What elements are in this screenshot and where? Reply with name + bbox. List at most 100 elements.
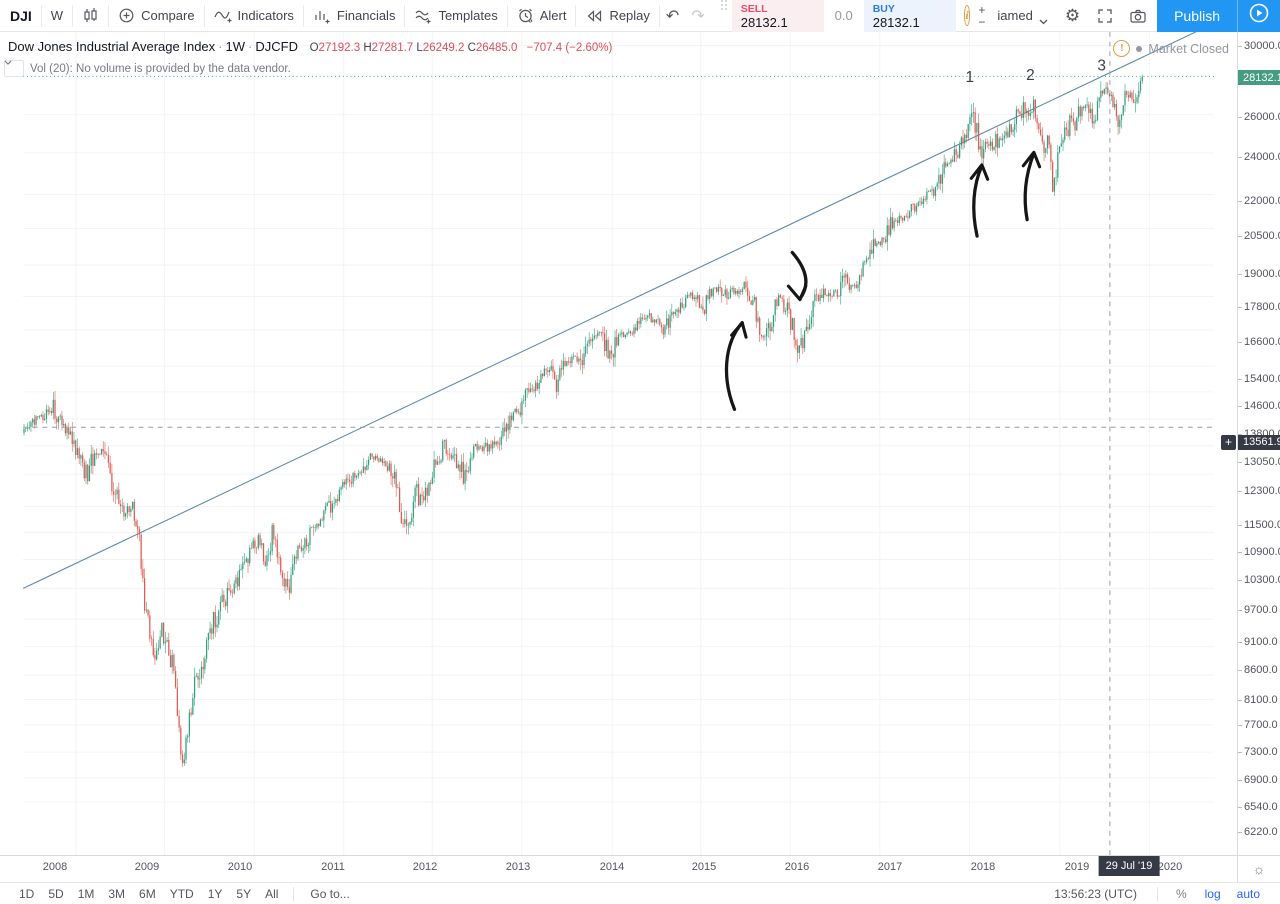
separator — [404, 4, 406, 27]
price-tick-label: 10300.0 — [1238, 574, 1280, 586]
publish-group: Publish — [1157, 0, 1280, 32]
range-button-All[interactable]: All — [265, 886, 279, 901]
separator — [575, 4, 577, 27]
undo-button[interactable]: ↶ — [665, 7, 680, 25]
publish-button[interactable]: Publish — [1174, 7, 1220, 24]
replay-icon — [585, 9, 603, 23]
qty-minus-button[interactable]: − — [978, 14, 986, 29]
separator — [108, 4, 110, 27]
publish-play-button[interactable] — [1238, 3, 1280, 28]
log-scale-button[interactable]: log — [1204, 886, 1221, 901]
layout-name-button[interactable]: iamed — [989, 8, 1055, 24]
year-tick-label: 2011 — [321, 861, 345, 873]
range-button-5D[interactable]: 5D — [48, 886, 64, 901]
ohlc-value: 27281.7 — [371, 42, 417, 54]
candlestick-chart[interactable]: 1 2 3 — [0, 32, 1237, 855]
drag-handle-icon[interactable] — [720, 0, 728, 32]
interval-button[interactable]: W — [50, 8, 64, 23]
time-axis[interactable]: 29 Jul '19 ☼ 2008 2009 2010 2011 2012 2013 201… — [0, 855, 1280, 882]
price-tick-label: 9100.0 — [1238, 636, 1280, 648]
replay-button[interactable]: Replay — [576, 0, 658, 31]
range-button-1D[interactable]: 1D — [19, 886, 35, 901]
financials-icon — [313, 8, 331, 24]
chevron-down-icon — [1039, 13, 1048, 24]
sell-price: 28132.1 — [740, 14, 788, 30]
legend-interval[interactable]: 1W — [225, 39, 246, 54]
ohlc-value: 27192.3 — [318, 42, 364, 54]
range-button-3M[interactable]: 3M — [108, 886, 126, 901]
buy-label: BUY — [872, 2, 895, 15]
price-tick-label: 20500.0 — [1238, 230, 1280, 242]
alert-button[interactable]: Alert — [508, 0, 576, 31]
range-button-1M[interactable]: 1M — [77, 886, 95, 901]
redo-button[interactable]: ↷ — [691, 7, 705, 25]
auto-scale-button[interactable]: auto — [1236, 886, 1260, 901]
fullscreen-button[interactable] — [1089, 0, 1121, 31]
range-buttons: 1D 5D 1M 3M 6M YTD 1Y 5Y All — [12, 887, 285, 901]
compare-button[interactable]: Compare — [109, 0, 203, 31]
range-button-5Y[interactable]: 5Y — [236, 886, 252, 901]
chart-style-button[interactable] — [73, 0, 108, 31]
financials-button[interactable]: Financials — [304, 0, 405, 31]
separator — [1156, 886, 1158, 901]
year-tick-label: 2020 — [1157, 861, 1183, 873]
separator — [658, 4, 660, 27]
volume-study-label: Vol (20): No volume is provided by the d… — [30, 62, 291, 75]
settings-button[interactable]: ⚙ — [1056, 6, 1089, 26]
sell-label: SELL — [740, 2, 768, 15]
year-tick-label: 2013 — [505, 861, 531, 873]
separator — [1237, 0, 1238, 32]
year-tick-label: 2019 — [1064, 861, 1090, 873]
price-tick-label: 26000.0 — [1238, 111, 1280, 123]
legend-title[interactable]: Dow Jones Industrial Average Index — [8, 39, 216, 54]
price-axis[interactable]: 28132.1 13561.9 30000.0 26000.0 24000.0 220… — [1237, 32, 1280, 855]
spread-value: 0.0 — [823, 0, 864, 32]
indicators-button[interactable]: Indicators — [205, 0, 303, 31]
play-icon — [1249, 3, 1269, 28]
study-collapse-button[interactable] — [4, 60, 24, 77]
price-tick-label: 6900.0 — [1238, 774, 1280, 786]
candlestick-icon — [82, 7, 99, 24]
info-icon[interactable]: i — [963, 5, 971, 26]
qty-plus-button[interactable]: + — [978, 2, 986, 17]
legend-exchange[interactable]: DJCFD — [255, 39, 298, 54]
ohlc-key: C — [467, 42, 476, 54]
range-button-1Y[interactable]: 1Y — [207, 886, 223, 901]
svg-text:2: 2 — [1026, 67, 1035, 84]
price-tick-label: 17800.0 — [1238, 301, 1280, 313]
screenshot-button[interactable] — [1121, 0, 1155, 31]
separator — [506, 4, 508, 27]
clock-label[interactable]: 13:56:23 (UTC) — [1054, 886, 1137, 901]
symbol-button[interactable]: DJI — [10, 7, 32, 24]
indicators-icon — [213, 8, 232, 24]
legend-ohlc: O27192.3 H27281.7 L26249.2 C26485.0 — [310, 42, 521, 54]
year-tick-label: 2016 — [784, 861, 810, 873]
warning-icon[interactable]: ! — [1113, 40, 1131, 57]
chart-pane[interactable]: 1 2 3 Dow Jones Industrial Average Index · 1… — [0, 32, 1237, 855]
range-button-6M[interactable]: 6M — [139, 886, 156, 901]
svg-text:3: 3 — [1097, 58, 1106, 75]
bottom-toolbar: 1D 5D 1M 3M 6M YTD 1Y 5Y All Go to... 13:56:23 (… — [0, 882, 1280, 904]
price-tick-label: 6220.0 — [1238, 826, 1280, 838]
price-tick-label: 13050.0 — [1238, 456, 1280, 468]
sell-button[interactable]: SELL 28132.1 — [731, 0, 824, 32]
price-tick-label: 11500.0 — [1238, 519, 1280, 531]
price-tick-label: 10900.0 — [1238, 546, 1280, 558]
price-tick-label: 24000.0 — [1238, 151, 1280, 163]
quantity-stepper: + − — [978, 2, 986, 29]
buy-price: 28132.1 — [872, 14, 920, 30]
percent-scale-button[interactable]: % — [1175, 886, 1187, 901]
legend-change: −707.4 (−2.60%) — [526, 42, 613, 54]
goto-button[interactable]: Go to... — [310, 886, 350, 901]
crosshair-add-button[interactable]: + — [1221, 435, 1236, 451]
separator — [293, 886, 295, 901]
price-tick-label: 19000.0 — [1238, 268, 1280, 280]
axis-settings-corner[interactable]: ☼ — [1237, 856, 1280, 882]
range-button-YTD[interactable]: YTD — [169, 886, 194, 901]
price-tick-label: 14600.0 — [1238, 400, 1280, 412]
buy-button[interactable]: BUY 28132.1 — [863, 0, 956, 32]
templates-button[interactable]: Templates — [405, 0, 506, 31]
ohlc-key: H — [363, 42, 372, 54]
separator — [72, 4, 74, 27]
